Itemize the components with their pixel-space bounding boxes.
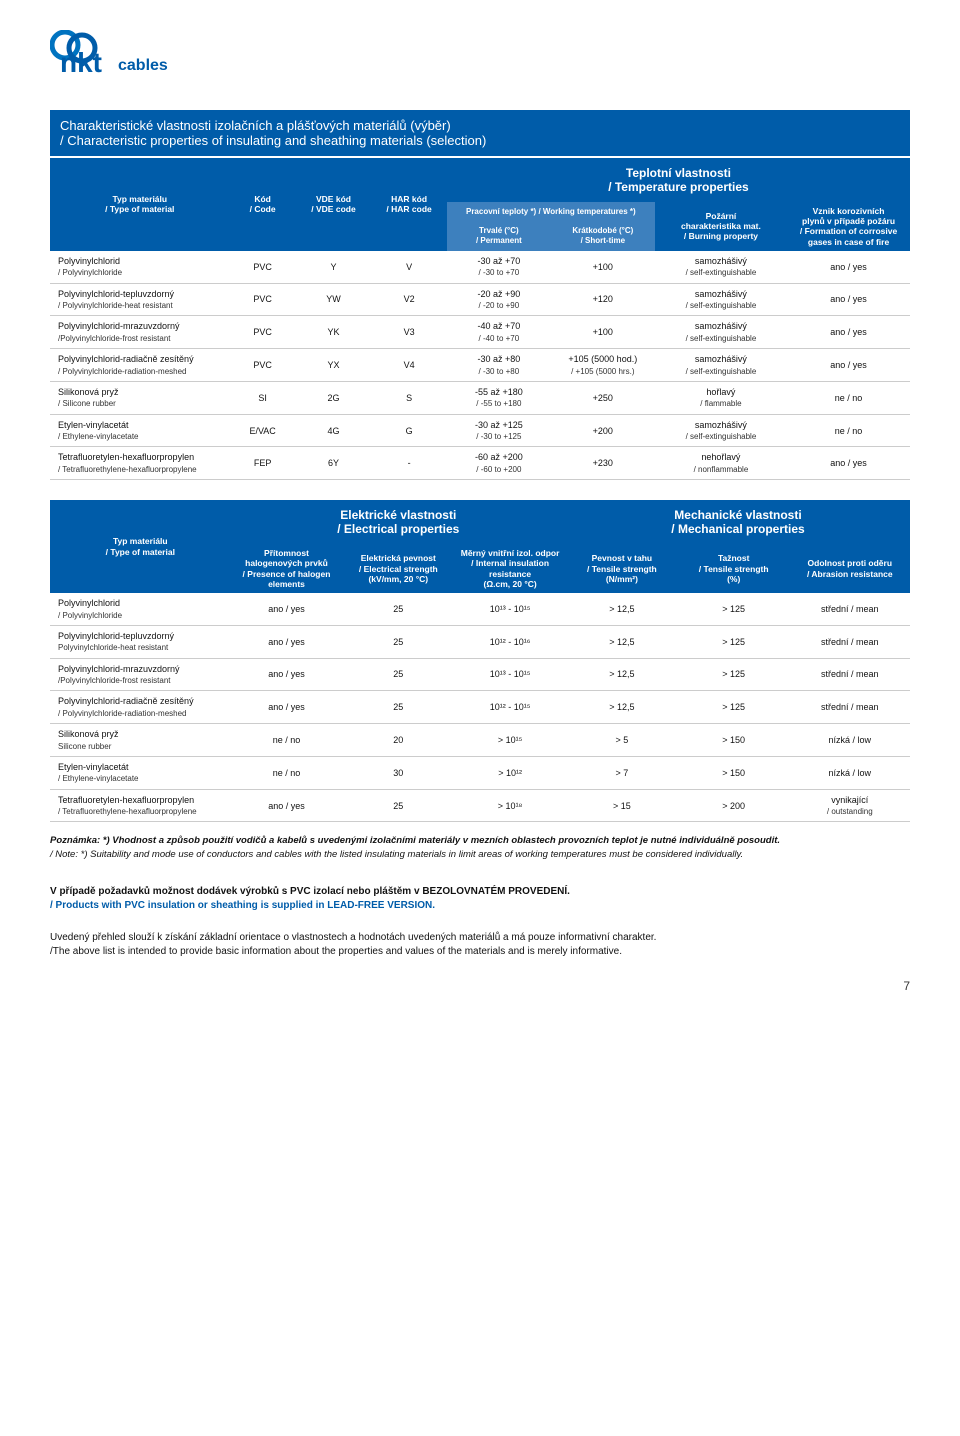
mechanical-section-title: Mechanické vlastnosti/ Mechanical proper… xyxy=(566,500,910,544)
col-estrength: Elektrická pevnost/ Electrical strength(… xyxy=(342,544,454,593)
table-row: Tetrafluoretylen-hexafluorpropylen/ Tetr… xyxy=(50,789,910,822)
table-row: Polyvinylchlorid-radiačně zesítěný/ Poly… xyxy=(50,349,910,382)
table-row: Polyvinylchlorid/ Polyvinylchlorideano /… xyxy=(50,593,910,625)
footnote-2: V případě požadavků možnost dodávek výro… xyxy=(50,885,910,913)
svg-text:cables: cables xyxy=(118,57,168,74)
col-har: HAR kód/ HAR code xyxy=(371,158,447,251)
electrical-section-title: Elektrické vlastnosti/ Electrical proper… xyxy=(231,500,566,544)
svg-text:nkt: nkt xyxy=(60,47,102,78)
table-row: Polyvinylchlorid-mrazuvzdorný/Polyvinylc… xyxy=(50,658,910,691)
table-row: Etylen-vinylacetát/ Ethylene-vinylacetat… xyxy=(50,756,910,789)
footnote-3: Uvedený přehled slouží k získání základn… xyxy=(50,931,910,959)
col-permanent: Trvalé (°C)/ Permanent xyxy=(447,221,551,251)
col-burning: Požárnícharakteristika mat./ Burning pro… xyxy=(655,202,787,251)
col-tensile: Pevnost v tahu/ Tensile strength(N/mm²) xyxy=(566,544,678,593)
col-vde: VDE kód/ VDE code xyxy=(296,158,372,251)
table-row: Polyvinylchlorid-tepluvzdorný/ Polyvinyl… xyxy=(50,283,910,316)
page-number: 7 xyxy=(50,979,910,993)
col-type: Typ materiálu/ Type of material xyxy=(50,158,230,251)
table-row: Polyvinylchlorid-radiačně zesítěný/ Poly… xyxy=(50,691,910,724)
col-corrosive: Vznik korozivníchplynů v případě požáru/… xyxy=(787,202,910,251)
col-tstrength: Tažnost/ Tensile strength(%) xyxy=(678,544,790,593)
table-row: Polyvinylchlorid/ PolyvinylchloridePVCYV… xyxy=(50,251,910,283)
footnote-1: Poznámka: *) Vhodnost a způsob použití v… xyxy=(50,834,910,861)
col-working: Pracovní teploty *) / Working temperatur… xyxy=(447,202,655,221)
temperature-properties-table: Typ materiálu/ Type of material Kód/ Cod… xyxy=(50,158,910,480)
col-iresist: Měrný vnitřní izol. odpor/ Internal insu… xyxy=(454,544,566,593)
table-row: Tetrafluoretylen-hexafluorpropylen/ Tetr… xyxy=(50,447,910,480)
col-code: Kód/ Code xyxy=(230,158,296,251)
col-short: Krátkodobé (°C)/ Short-time xyxy=(551,221,655,251)
electrical-mechanical-table: Typ materiálu/ Type of material Elektric… xyxy=(50,500,910,822)
company-logo: nkt cables xyxy=(50,30,910,80)
table-row: Silikonová pryžSilicone rubberne / no20>… xyxy=(50,724,910,757)
page-title: Charakteristické vlastnosti izolačních a… xyxy=(50,110,910,156)
col-abrasion: Odolnost proti oděru/ Abrasion resistanc… xyxy=(790,544,910,593)
table-row: Silikonová pryž/ Silicone rubberSI2GS-55… xyxy=(50,381,910,414)
col-type2: Typ materiálu/ Type of material xyxy=(50,500,231,593)
table-row: Polyvinylchlorid-mrazuvzdorný/Polyvinylc… xyxy=(50,316,910,349)
table-row: Polyvinylchlorid-tepluvzdornýPolyvinylch… xyxy=(50,625,910,658)
col-halogen: Přítomnosthalogenových prvků/ Presence o… xyxy=(231,544,343,593)
temperature-section-title: Teplotní vlastnosti/ Temperature propert… xyxy=(447,158,910,202)
table-row: Etylen-vinylacetát/ Ethylene-vinylacetat… xyxy=(50,414,910,447)
